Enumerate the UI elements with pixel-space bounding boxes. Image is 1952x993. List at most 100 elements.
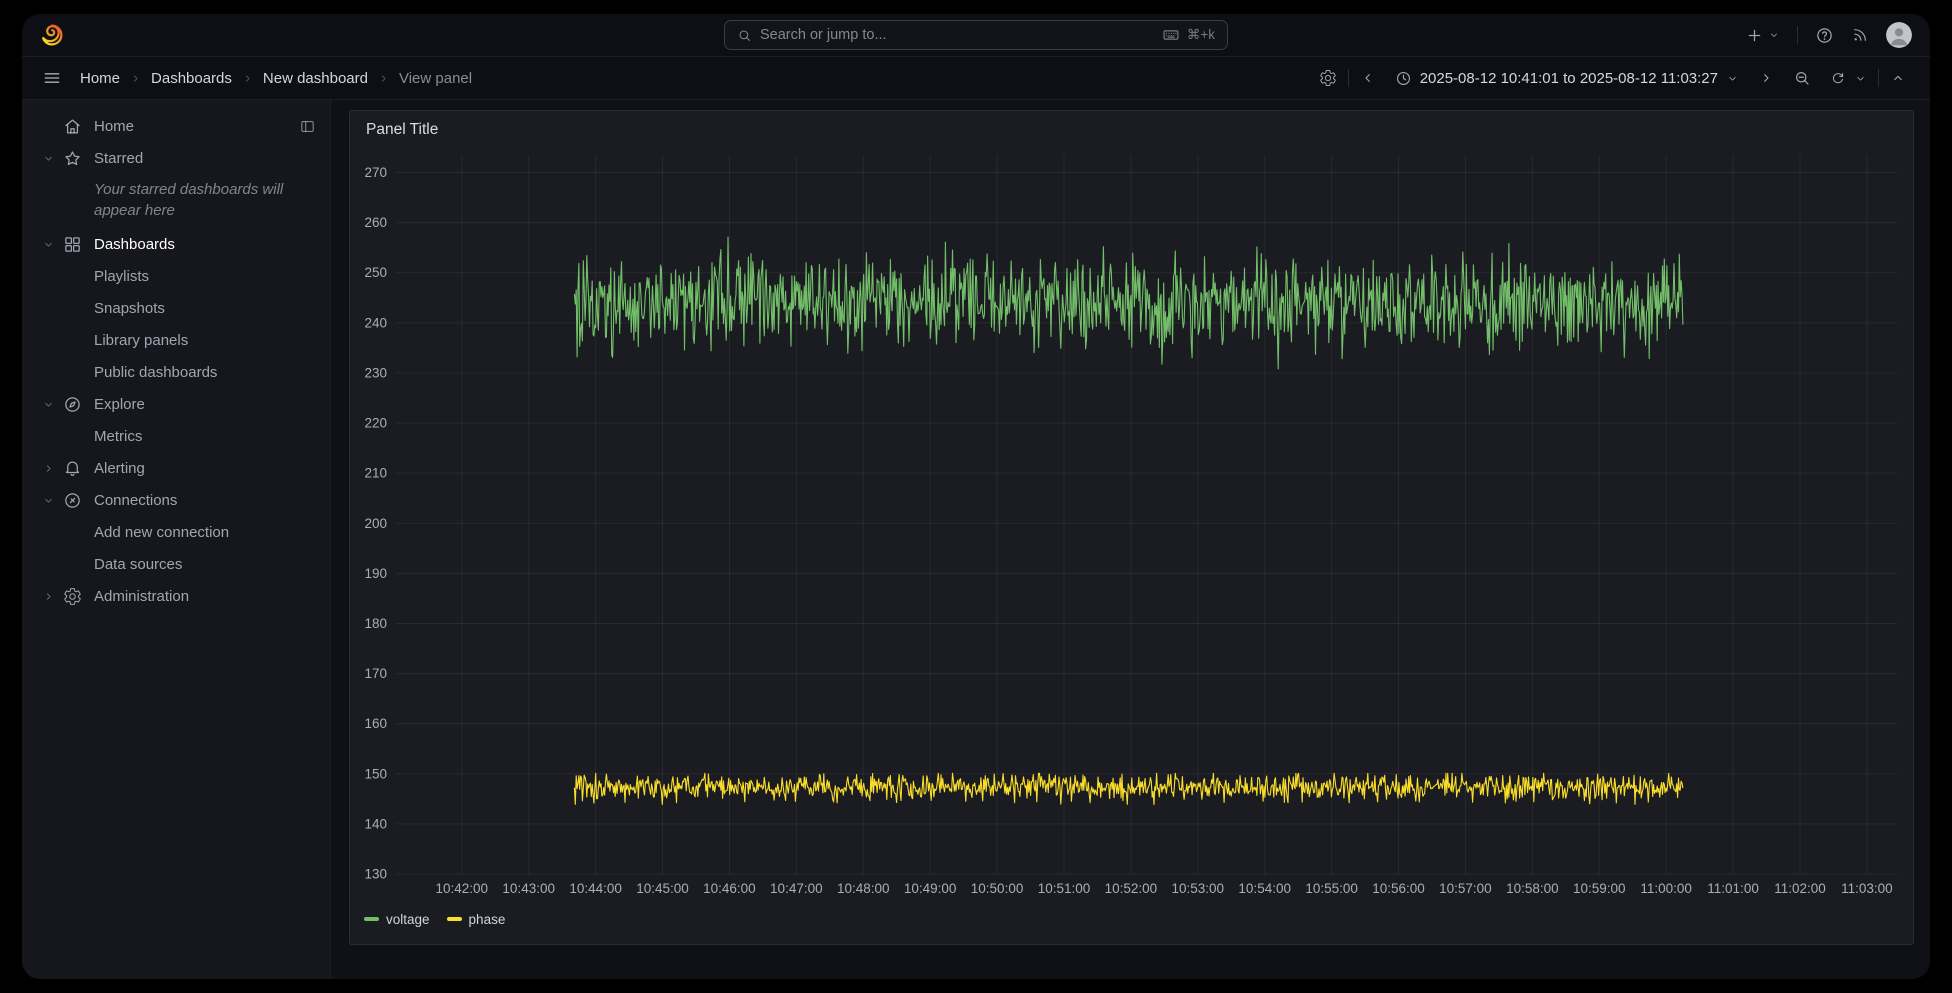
gear-icon: [60, 587, 84, 606]
sidebar-item-label: Playlists: [94, 267, 150, 285]
chevron-down-icon[interactable]: [36, 398, 60, 411]
legend-item-voltage[interactable]: voltage: [364, 912, 430, 927]
x-tick-label: 10:54:00: [1238, 881, 1291, 896]
sidebar-item-starred[interactable]: Starred: [30, 142, 322, 174]
grafana-logo[interactable]: [40, 23, 64, 47]
breadcrumb-item-home[interactable]: Home: [80, 69, 121, 87]
sidebar-item-library-panels[interactable]: Library panels: [30, 324, 322, 356]
x-tick-label: 11:02:00: [1774, 881, 1826, 896]
sidebar-item-connections[interactable]: Connections: [30, 484, 322, 516]
breadcrumb-item-view-panel: View panel: [398, 69, 473, 87]
chevron-up-icon: [1890, 70, 1906, 86]
sidebar-item-label: Home: [94, 117, 135, 135]
y-tick-label: 160: [364, 716, 387, 731]
search-placeholder: Search or jump to...: [760, 27, 887, 43]
time-range-back-button[interactable]: [1352, 63, 1384, 93]
breadcrumb-item-dashboards[interactable]: Dashboards: [151, 69, 232, 87]
legend-item-phase[interactable]: phase: [446, 911, 506, 927]
sidebar-item-data-sources[interactable]: Data sources: [30, 548, 322, 580]
breadcrumb-separator-icon: [129, 72, 142, 85]
starred-empty-hint: Your starred dashboards will appear here: [94, 181, 284, 219]
sidebar-item-metrics[interactable]: Metrics: [30, 420, 322, 452]
x-tick-label: 11:00:00: [1640, 881, 1692, 896]
y-tick-label: 240: [364, 315, 387, 330]
chevron-down-icon[interactable]: [36, 152, 60, 165]
profile-button[interactable]: [1886, 22, 1912, 48]
app-body: Home Starred Your starred dashboards will …: [22, 100, 1930, 979]
refresh-button[interactable]: [1822, 63, 1875, 93]
y-tick-label: 190: [364, 566, 387, 581]
sidebar-item-explore[interactable]: Explore: [30, 388, 322, 420]
y-tick-label: 250: [364, 265, 387, 280]
sidebar-item-dashboards[interactable]: Dashboards: [30, 228, 322, 260]
chevron-left-icon: [1360, 70, 1376, 86]
time-series-chart[interactable]: 130 140 150 160 170 180 190 200 210 220 230 240 250 2…: [350, 149, 1913, 904]
sidebar-item-label: Connections: [94, 491, 178, 509]
keyboard-icon: [1162, 26, 1180, 44]
y-tick-label: 140: [364, 816, 387, 831]
clock-icon: [1395, 70, 1412, 87]
breadcrumb-item-new-dashboard[interactable]: New dashboard: [262, 69, 368, 87]
chart-svg[interactable]: 130 140 150 160 170 180 190 200 210 220 230 240 250 2…: [350, 149, 1913, 904]
compass-icon: [60, 395, 84, 414]
sidebar-item-label: Library panels: [94, 331, 189, 349]
chevron-right-icon[interactable]: [36, 590, 60, 603]
legend-label: phase: [468, 911, 506, 927]
sidebar-item-administration[interactable]: Administration: [30, 580, 322, 612]
sidebar-item-alerting[interactable]: Alerting: [30, 452, 322, 484]
time-range-label: 2025-08-12 10:41:01 to 2025-08-12 11:03:…: [1419, 69, 1718, 87]
chevron-right-icon: [1758, 70, 1774, 86]
sidebar-item-public-dashboards[interactable]: Public dashboards: [30, 356, 322, 388]
series-line-voltage: [573, 236, 1684, 370]
y-tick-label: 260: [364, 215, 387, 230]
x-tick-label: 10:51:00: [1038, 881, 1091, 896]
chevron-right-icon[interactable]: [36, 462, 60, 475]
toolbar-actions: 2025-08-12 10:41:01 to 2025-08-12 11:03:…: [1311, 63, 1914, 93]
y-tick-label: 130: [364, 867, 387, 882]
legend-marker: [446, 917, 462, 921]
new-button[interactable]: [1745, 26, 1780, 45]
y-tick-label: 230: [364, 365, 387, 380]
chevron-down-icon[interactable]: [36, 238, 60, 251]
y-tick-label: 170: [364, 666, 387, 681]
time-range-forward-button[interactable]: [1750, 63, 1782, 93]
mega-menu-toggle-button[interactable]: [38, 64, 66, 92]
x-tick-label: 10:48:00: [837, 881, 890, 896]
chevron-down-icon[interactable]: [36, 494, 60, 507]
sidebar-item-home[interactable]: Home: [30, 110, 322, 142]
topbar-actions: [1745, 22, 1912, 48]
panel: Panel Title 130 140 150 160 170 180 190 200 210 2…: [349, 110, 1914, 945]
sidebar-item-snapshots[interactable]: Snapshots: [30, 292, 322, 324]
dashboard-canvas: Panel Title 130 140 150 160 170 180 190 200 210 2…: [331, 100, 1930, 979]
gear-icon: [1319, 69, 1337, 87]
news-button[interactable]: [1851, 26, 1869, 44]
breadcrumb-separator-icon: [241, 72, 254, 85]
x-tick-label: 10:58:00: [1506, 881, 1559, 896]
collapse-controls-button[interactable]: [1882, 63, 1914, 93]
chart-legend: voltage phase: [350, 904, 1913, 944]
help-button[interactable]: [1815, 26, 1834, 45]
y-tick-label: 200: [364, 516, 387, 531]
sidebar-item-add-new-connection[interactable]: Add new connection: [30, 516, 322, 548]
time-range-picker-button[interactable]: 2025-08-12 10:41:01 to 2025-08-12 11:03:…: [1387, 63, 1747, 93]
zoom-out-button[interactable]: [1785, 63, 1819, 93]
help-icon: [1815, 26, 1834, 45]
y-tick-label: 210: [364, 466, 387, 481]
x-tick-label: 10:57:00: [1439, 881, 1492, 896]
chevron-down-icon: [1726, 72, 1739, 85]
grafana-app-window: Search or jump to... ⌘+k: [22, 14, 1930, 979]
sidebar-item-label: Metrics: [94, 427, 143, 445]
x-tick-label: 10:59:00: [1573, 881, 1626, 896]
sidebar-item-label: Public dashboards: [94, 363, 218, 381]
panel-header[interactable]: Panel Title: [350, 111, 1913, 149]
y-tick-label: 150: [364, 766, 387, 781]
search-input[interactable]: Search or jump to... ⌘+k: [724, 20, 1228, 50]
dock-menu-button[interactable]: [299, 118, 316, 135]
sidebar-item-playlists[interactable]: Playlists: [30, 260, 322, 292]
x-tick-label: 10:43:00: [502, 881, 555, 896]
sidebar-item-label: Snapshots: [94, 299, 165, 317]
dashboard-settings-button[interactable]: [1311, 63, 1345, 93]
search-icon: [737, 28, 752, 43]
nav-toolbar: Home Dashboards New dashboard View panel 20…: [22, 57, 1930, 100]
legend-marker: [364, 917, 379, 921]
